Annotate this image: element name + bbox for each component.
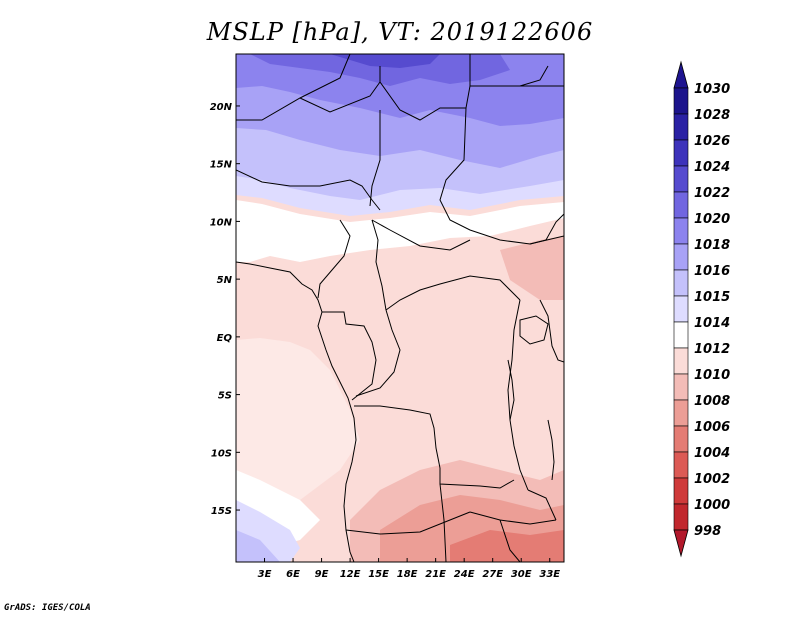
contour-1024: [330, 54, 440, 68]
x-tick-label: 18E: [397, 569, 418, 580]
border-gabon-congo: [322, 311, 377, 401]
colorbar-level-label: 1014: [694, 316, 730, 331]
colorbar-level-label: 1024: [694, 160, 730, 175]
border-car-drc: [385, 275, 521, 311]
lowlight-east: [500, 236, 564, 300]
colorbar-level-label: 1002: [694, 472, 730, 487]
colorbar-box: [673, 425, 689, 453]
colorbar-box: [673, 269, 689, 297]
pressure-field: [236, 54, 564, 562]
colorbar-top-arrow: [673, 60, 689, 89]
border-cameroon-car: [371, 219, 387, 311]
border-angola-north: [354, 405, 441, 469]
grads-credit: GrADS: IGES/COLA: [4, 603, 91, 613]
y-tick-label: 20N: [210, 102, 233, 113]
y-tick-label: 15S: [211, 506, 232, 517]
colorbar-level-label: 998: [694, 524, 721, 539]
x-tick-label: 30E: [511, 569, 532, 580]
colorbar-box: [673, 113, 689, 141]
contour-1014: [236, 200, 564, 262]
x-tick-label: 21E: [425, 569, 446, 580]
colorbar-box: [673, 373, 689, 401]
colorbar-level-label: 1012: [694, 342, 730, 357]
colorbar-box: [673, 243, 689, 271]
x-tick-label: 6E: [286, 569, 300, 580]
chart-title: MSLP [hPa], VT: 2019122606: [206, 18, 594, 46]
colorbar-level-label: 1018: [694, 238, 730, 253]
border-north-4: [379, 81, 564, 121]
colorbar-level-label: 1015: [694, 290, 730, 305]
colorbar-box: [673, 503, 689, 531]
x-tick-label: 33E: [539, 569, 560, 580]
ethiopia-border: [529, 213, 564, 245]
colorbar-box: [673, 295, 689, 323]
x-tick-label: 27E: [482, 569, 503, 580]
colorbar-bottom-arrow: [673, 529, 689, 558]
border-zambia-south: [469, 511, 557, 525]
border-north-3: [299, 66, 381, 113]
colorbar-box: [673, 87, 689, 115]
latitude-axis: 20N 15N 10N 5N EQ 5S 10S 15S: [210, 102, 240, 517]
border-lakes-east: [539, 299, 564, 363]
colorbar-level-label: 1010: [694, 368, 730, 383]
y-tick-label: 5N: [217, 275, 233, 286]
colorbar-level-label: 1022: [694, 186, 730, 201]
map-frame: [235, 53, 565, 563]
y-tick-label: EQ: [217, 333, 233, 344]
x-tick-label: 15E: [368, 569, 389, 580]
colorbar-level-label: 1028: [694, 108, 730, 123]
colorbar-level-label: 1006: [694, 420, 730, 435]
y-tick-label: 10N: [210, 217, 233, 228]
border-drc-east: [507, 299, 529, 491]
colorbar-box: [673, 347, 689, 375]
y-tick-label: 10S: [211, 448, 232, 459]
y-tick-label: 5S: [218, 391, 232, 402]
colorbar-box: [673, 321, 689, 349]
colorbar-legend: 998 1000 1002 1004 1006 1008 1010 1012 1014 1015 1…: [673, 60, 730, 558]
ocean-1013: [236, 338, 360, 530]
colorbar-box: [673, 477, 689, 505]
x-tick-label: 9E: [315, 569, 329, 580]
x-tick-label: 3E: [258, 569, 272, 580]
colorbar-box: [673, 399, 689, 427]
colorbar-level-label: 1004: [694, 446, 730, 461]
colorbar-box: [673, 165, 689, 193]
x-tick-label: 12E: [340, 569, 361, 580]
colorbar-level-label: 1020: [694, 212, 730, 227]
border-congo-drc: [355, 309, 401, 397]
colorbar-box: [673, 191, 689, 219]
border-chad-east: [369, 110, 381, 207]
west-africa-coastline: [236, 261, 357, 562]
border-namibia-north: [345, 511, 471, 535]
border-angola-east: [439, 468, 515, 489]
colorbar-box: [673, 139, 689, 167]
border-zambia-east: [527, 489, 557, 521]
coastlines-and-borders: [236, 54, 564, 562]
border-car-north: [371, 219, 471, 251]
colorbar-box: [673, 451, 689, 479]
colorbar-level-label: 1030: [694, 82, 730, 97]
colorbar-level-label: 1026: [694, 134, 730, 149]
border-south-2: [499, 519, 521, 562]
y-tick-label: 15N: [210, 160, 233, 171]
longitude-axis: 3E 6E 9E 12E 15E 18E 21E 24E 27E 30E 33E: [258, 558, 560, 580]
x-tick-label: 24E: [454, 569, 475, 580]
lake-tanganyika: [507, 359, 515, 421]
colorbar-box: [673, 217, 689, 245]
east-border-red-sea: [519, 65, 549, 87]
contour-1006: [450, 530, 564, 562]
border-south-1: [439, 483, 447, 562]
ocean-southwest-1018: [236, 530, 280, 562]
colorbar-level-label: 1000: [694, 498, 730, 513]
lake-victoria: [519, 315, 549, 345]
border-nigeria-cameroon: [317, 219, 351, 299]
border-sudan-west: [439, 107, 564, 245]
colorbar-level-label: 1016: [694, 264, 730, 279]
lake-malawi: [547, 419, 555, 481]
colorbar-level-label: 1008: [694, 394, 730, 409]
